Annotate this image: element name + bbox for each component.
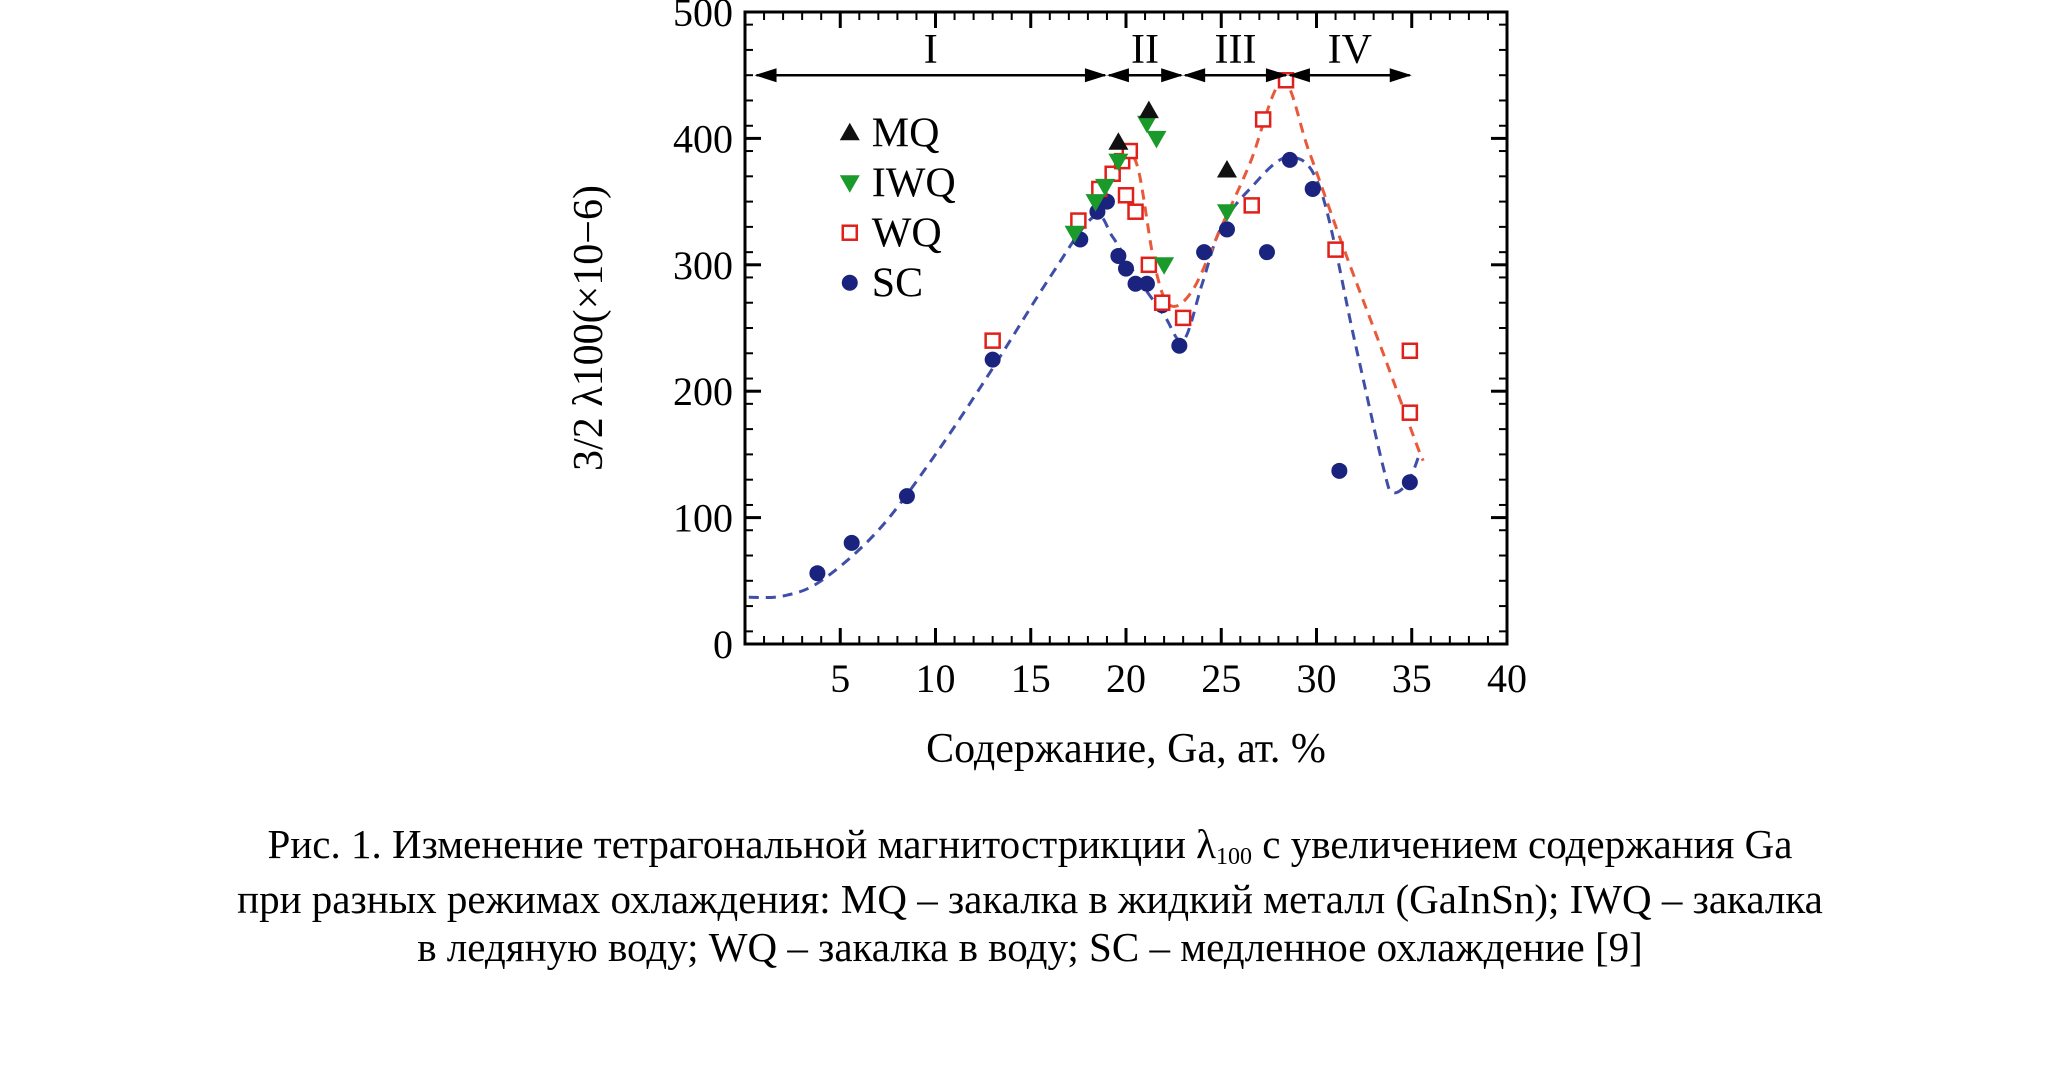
data-point-sc-15: [1258, 244, 1275, 261]
data-point-wq-8: [1140, 256, 1158, 274]
data-point-sc-0: [809, 565, 826, 582]
region-label-III: III: [1215, 27, 1257, 73]
fit-curve-sc: [748, 155, 1421, 600]
y-axis-title: 3/2 λ100(×10−6): [566, 185, 612, 471]
data-point-wq-16: [1401, 404, 1419, 421]
region-label-II: II: [1131, 27, 1159, 73]
data-point-sc-13: [1196, 244, 1213, 261]
legend-marker-wq: [841, 224, 859, 241]
data-point-wq-11: [1243, 197, 1260, 214]
x-tick-label-40: 40: [1487, 656, 1527, 701]
data-point-sc-19: [1401, 474, 1418, 491]
data-point-iwq-7: [1216, 204, 1237, 222]
y-tick-label-200: 200: [673, 369, 733, 414]
y-tick-label-300: 300: [673, 243, 733, 288]
region-arrowhead-right-III: [1265, 68, 1288, 83]
data-point-iwq-5: [1146, 130, 1167, 149]
legend-label-iwq: IWQ: [872, 161, 956, 207]
data-point-sc-17: [1304, 180, 1321, 197]
x-tick-label-30: 30: [1297, 656, 1337, 701]
region-arrowhead-right-I: [1084, 68, 1107, 83]
y-tick-label-400: 400: [673, 116, 733, 161]
data-point-iwq-6: [1154, 257, 1175, 275]
data-point-wq-9: [1153, 294, 1171, 311]
x-tick-label-15: 15: [1011, 656, 1051, 701]
data-point-iwq-3: [1108, 153, 1129, 172]
legend-label-sc: SC: [872, 261, 923, 307]
data-point-wq-14: [1327, 241, 1344, 258]
data-point-wq-0: [984, 332, 1001, 349]
data-point-sc-7: [1110, 247, 1127, 264]
data-point-mq-2: [1216, 160, 1237, 178]
data-point-wq-10: [1174, 309, 1192, 327]
data-points-layer: [809, 72, 1419, 582]
legend-label-wq: WQ: [872, 211, 942, 257]
data-point-wq-12: [1254, 111, 1272, 128]
legend-marker-sc: [841, 274, 858, 291]
data-point-iwq-2: [1095, 178, 1116, 197]
data-point-iwq-0: [1064, 225, 1085, 244]
legend-label-mq: MQ: [872, 111, 940, 157]
data-point-sc-14: [1218, 221, 1235, 238]
caption-line-2: при разных режимах охлаждения: MQ – зака…: [237, 876, 1823, 922]
data-point-wq-7: [1127, 203, 1144, 220]
caption-line-1-start: Рис. 1. Изменение тетрагональной магнито…: [267, 821, 1217, 867]
data-point-wq-1: [1070, 212, 1087, 229]
data-point-sc-12: [1171, 337, 1188, 354]
x-tick-label-5: 5: [830, 656, 850, 701]
data-point-mq-0: [1108, 132, 1129, 150]
data-point-sc-8: [1118, 260, 1134, 277]
legend-marker-mq: [839, 122, 860, 141]
data-point-sc-2: [898, 488, 915, 505]
y-tick-label-0: 0: [713, 622, 733, 667]
data-point-sc-9: [1127, 275, 1144, 292]
region-arrowhead-left-I: [754, 68, 777, 83]
data-point-sc-3: [984, 351, 1001, 368]
data-point-wq-6: [1117, 187, 1135, 204]
y-tick-label-500: 500: [673, 0, 733, 35]
x-axis-title: Содержание, Ga, ат. %: [926, 726, 1326, 772]
caption-line-3: в ледяную воду; WQ – закалка в воду; SC …: [417, 924, 1643, 970]
data-point-sc-1: [843, 534, 860, 551]
data-point-iwq-4: [1136, 115, 1157, 134]
region-arrowhead-left-III: [1183, 68, 1206, 83]
y-axis-title-prefix: 3/2 λ100: [566, 323, 612, 471]
regions-layer: I II III IV: [754, 27, 1412, 83]
caption-line-1-end: с увеличением содержания Ga: [1252, 821, 1793, 867]
x-tick-label-10: 10: [916, 656, 956, 701]
y-tick-label-100: 100: [673, 496, 733, 541]
region-arrowhead-right-II: [1161, 68, 1184, 83]
data-point-mq-1: [1138, 100, 1159, 119]
caption-subscript: 100: [1216, 844, 1253, 870]
data-point-wq-15: [1401, 342, 1419, 360]
fit-curve-wq: [1101, 80, 1425, 462]
fit-curves-layer: [748, 80, 1425, 600]
legend-marker-iwq: [839, 175, 860, 193]
region-arrowhead-left-II: [1106, 68, 1129, 83]
region-label-I: I: [924, 27, 938, 73]
ticks-layer: 0 100 200 300 400 500 5 10 15 20 25 30 35 40: [673, 0, 1527, 701]
data-point-iwq-1: [1085, 194, 1106, 212]
region-arrowhead-right-IV: [1389, 68, 1412, 83]
x-tick-label-35: 35: [1392, 656, 1432, 701]
x-tick-label-20: 20: [1106, 656, 1146, 701]
figure-caption: Рис. 1. Изменение тетрагональной магнито…: [40, 820, 2020, 971]
data-point-sc-10: [1138, 275, 1155, 292]
data-point-sc-16: [1281, 151, 1298, 168]
region-label-IV: IV: [1328, 27, 1372, 73]
x-tick-label-25: 25: [1201, 656, 1241, 701]
caption-line-1: Рис. 1. Изменение тетрагональной магнито…: [40, 820, 2020, 875]
y-axis-title-suffix: (×10−6): [566, 185, 612, 323]
data-point-sc-18: [1331, 462, 1348, 479]
region-arrowhead-left-IV: [1287, 68, 1310, 83]
